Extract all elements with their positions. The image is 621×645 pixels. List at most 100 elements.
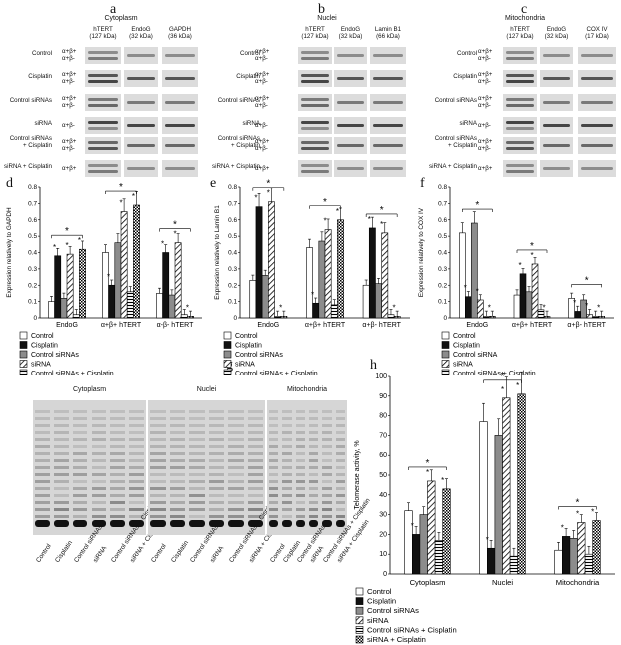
blot-strip (85, 117, 121, 134)
gel-ladder-band (150, 515, 166, 518)
blot-band (581, 124, 613, 127)
gel-ladder-band (129, 501, 144, 504)
gel-ladder-band (322, 431, 331, 434)
gel-ladder-band (282, 480, 291, 483)
gel-internal-control-band (282, 520, 291, 527)
gel-lane-label: Cisplatin (54, 540, 74, 564)
gel-ladder-band (269, 459, 278, 462)
gel-ladder-band (110, 459, 125, 462)
legend-swatch (20, 351, 27, 358)
gel-ladder-band (209, 417, 225, 420)
gel-ladder-band (189, 410, 205, 413)
blot-strip (578, 117, 616, 134)
gel-ladder-band (296, 515, 305, 518)
blot-band (301, 80, 329, 83)
blot-row-label: Control (415, 50, 477, 57)
gel-ladder-band (336, 515, 345, 518)
bar (532, 264, 538, 318)
blot-band (127, 101, 155, 104)
gel-ladder-band (228, 501, 244, 504)
y-tick-label: 0.8 (28, 184, 37, 191)
gel-ladder-band (336, 508, 345, 511)
significance-star: * (65, 226, 69, 237)
legend-label: Control siRNAs + Cisplatin (31, 371, 114, 375)
gel-ladder-band (170, 473, 186, 476)
blot-strip (298, 47, 332, 64)
gel-ladder-band (209, 431, 225, 434)
blot-band (581, 101, 613, 104)
gel-ladder-band (282, 417, 291, 420)
isoform-label: α+β+ (62, 165, 76, 172)
gel-lane-label: Cisplatin (170, 540, 190, 564)
significance-star: * (475, 200, 479, 211)
blot-band (506, 127, 534, 130)
y-tick-label: 0.3 (228, 266, 237, 273)
gel-ladder-band (110, 410, 125, 413)
gel-ladder-band (150, 452, 166, 455)
bar (127, 292, 133, 318)
y-tick-label: 0.2 (438, 282, 447, 289)
category-label: α+β+ hTERT (305, 322, 346, 329)
gel-ladder-band (189, 417, 205, 420)
legend-swatch (442, 351, 449, 358)
isoform-label: α+β+ α+β- (478, 95, 492, 109)
bar (420, 515, 428, 574)
isoform-label: α+β+ α+β- (62, 48, 76, 62)
gel-ladder-band (170, 452, 186, 455)
significance-star: * (576, 498, 580, 509)
blot-band (373, 167, 403, 170)
gel-ladder-band (296, 473, 305, 476)
significance-star: * (501, 371, 505, 382)
bar (477, 300, 483, 318)
gel-ladder-band (282, 473, 291, 476)
gel-ladder-band (269, 515, 278, 518)
plot-area: 0 0.1 0.2 0.3 0.4 0.5 0.6 0.7 0.8 Expression rela… (6, 182, 202, 329)
gel-ladder-band (296, 452, 305, 455)
gel-ladder-band (110, 466, 125, 469)
category-label: EndoG (466, 322, 488, 329)
y-tick-label: 0.5 (28, 233, 37, 240)
y-tick-label: 90 (379, 393, 387, 400)
y-tick-label: 0.5 (228, 233, 237, 240)
blot-column-header: hTERT (127 kDa) (83, 26, 123, 40)
legend-swatch (224, 332, 231, 339)
gel-ladder-band (296, 480, 305, 483)
bar (555, 550, 563, 574)
gel-ladder-band (189, 473, 205, 476)
blot-band (373, 77, 403, 80)
y-axis-label: Telomerase activity, % (354, 440, 361, 509)
gel-ladder-band (296, 438, 305, 441)
gel-ladder-band (282, 508, 291, 511)
bar (443, 489, 451, 574)
blot-column-header: hTERT (127 kDa) (296, 26, 334, 40)
legend-label: Control (453, 333, 476, 340)
blot-band (581, 167, 613, 170)
significance-star: * (173, 230, 176, 239)
y-tick-label: 0.3 (28, 266, 37, 273)
blot-strip (578, 47, 616, 64)
gel-ladder-band (92, 424, 107, 427)
gel-internal-control-band (336, 520, 345, 527)
blot-band (127, 77, 155, 80)
gel-image (33, 400, 146, 535)
blot-band (543, 167, 570, 170)
gel-ladder-band (73, 438, 88, 441)
significance-star: * (518, 261, 521, 270)
blot-band (543, 101, 570, 104)
isoform-label: α+β+ α+β- (62, 95, 76, 109)
gel-ladder-band (73, 480, 88, 483)
blot-band (127, 167, 155, 170)
y-tick-label: 0.4 (438, 250, 447, 257)
gel-ladder-band (92, 508, 107, 511)
blot-strip (370, 47, 406, 64)
gel-ladder-band (269, 508, 278, 511)
blot-strip (540, 94, 573, 111)
gel-ladder-band (35, 459, 50, 462)
significance-star: * (516, 381, 519, 390)
gel-ladder-band (73, 501, 88, 504)
significance-star: * (486, 535, 489, 544)
significance-star: * (65, 241, 68, 250)
gel-ladder-band (150, 417, 166, 420)
gel-ladder-band (35, 515, 50, 518)
plot-area: 0 0.1 0.2 0.3 0.4 0.5 0.6 0.7 0.8 Expression rela… (418, 184, 614, 329)
